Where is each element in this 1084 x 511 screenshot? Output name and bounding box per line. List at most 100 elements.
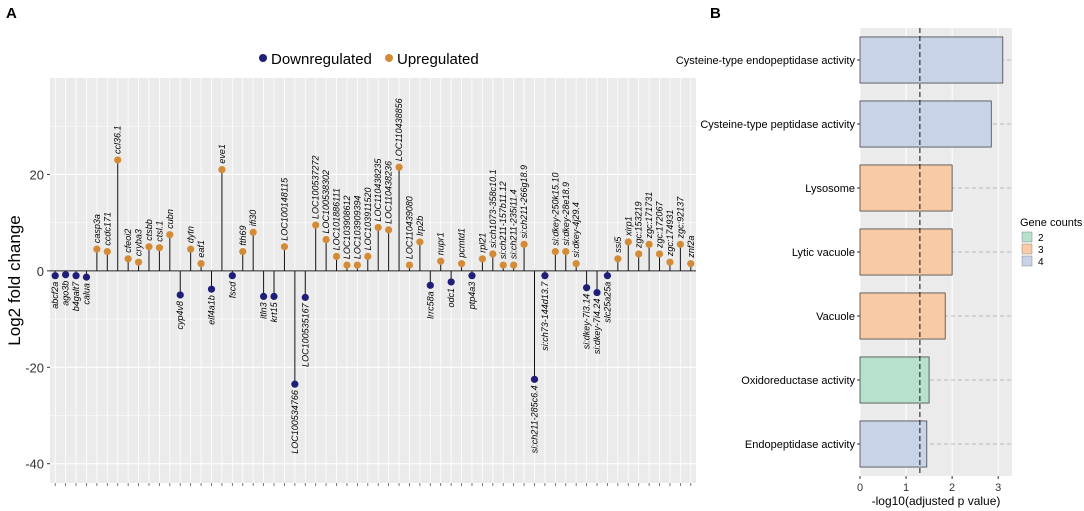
point-znf2a — [687, 260, 695, 268]
gene-label: xirp1 — [623, 216, 633, 237]
gene-label: zgc:153219 — [634, 201, 644, 249]
point-ptp4a3 — [468, 272, 476, 280]
gene-label: LOC100148115 — [279, 177, 289, 241]
bar-1 — [859, 100, 992, 148]
point-lrp2b — [416, 238, 424, 246]
point-si:dkey-28e18.9 — [562, 247, 570, 256]
gene-label: si:dkey-28e18.9 — [561, 182, 571, 246]
category-label: Vacuole — [816, 311, 855, 323]
panel-a-label: A — [6, 5, 17, 22]
point-xirp1 — [624, 238, 632, 246]
gene-label: eve1 — [217, 144, 227, 164]
point-abcf2a — [51, 272, 59, 280]
category-label: Lytic vacuole — [792, 247, 855, 259]
point-si:ch211-235i11.4 — [510, 261, 518, 269]
gene-label: lrp2b — [415, 216, 425, 236]
point-lrrc58a — [426, 281, 434, 289]
gene-label: eif4a1b — [207, 295, 217, 325]
gene-label: cryba3 — [134, 229, 144, 256]
point-zgc:92137 — [676, 240, 684, 248]
point-slc25a25a — [603, 272, 612, 280]
point-zgc:172067 — [655, 250, 664, 258]
gene-label: si:dkey-4j29.4 — [571, 202, 581, 258]
x-tick-label: 0 — [857, 482, 863, 494]
gene-label: si:ch211-285c6.4 — [530, 385, 540, 453]
point-nupr1 — [437, 257, 445, 265]
legend-swatch-down — [259, 54, 267, 62]
point-ifi30 — [249, 228, 257, 236]
point-odc1 — [447, 278, 455, 286]
gene-label: slc25a25a — [602, 282, 612, 323]
point-cubn — [166, 231, 174, 239]
point-LOC100537272 — [312, 221, 320, 229]
point-LOC100535167 — [301, 293, 309, 301]
gene-label: si:dkey-250k15.10 — [550, 173, 560, 246]
gene-label: LOC103911520 — [363, 188, 373, 251]
point-si:ch211-157b11.12 — [499, 261, 507, 269]
gene-label: ssi5 — [613, 236, 623, 253]
category-label: Lysosome — [805, 183, 855, 195]
legend-swatch-2 — [1021, 231, 1033, 243]
point-eve1 — [218, 166, 226, 174]
legend-label: 3 — [1038, 245, 1044, 256]
enrichment-bar-chart: Cysteine-type endopeptidase activity Cyst… — [676, 28, 1083, 508]
gene-label: LOC100538302 — [321, 170, 331, 234]
point-ccl36.1 — [114, 156, 122, 164]
gene-label: eaf1 — [196, 240, 206, 258]
gene-label: LOC100537272 — [311, 155, 321, 219]
point-LOC110439080 — [405, 261, 414, 269]
gene-label: zgc:172067 — [655, 200, 665, 249]
gene-label: fth69 — [238, 226, 248, 246]
category-label: Oxidoreductase activity — [741, 375, 855, 387]
gene-label: rpl21 — [477, 233, 487, 253]
gene-label: abcf2a — [50, 282, 60, 309]
gene-label: dytn — [186, 226, 196, 243]
y-tick-label: 20 — [30, 167, 44, 182]
gene-label: si:ch73-144d13.7 — [540, 281, 550, 351]
gene-label: si:ch211-235i11.4 — [509, 189, 519, 259]
x-axis-title: -log10(adjusted p value) — [872, 494, 1001, 508]
plot-panel — [50, 78, 696, 483]
gene-label: itln3 — [259, 302, 269, 319]
gene-label: LOC100534766 — [290, 390, 300, 454]
gene-label: fscd — [227, 281, 237, 299]
point-LOC103909394 — [353, 261, 361, 269]
point-si:dkey-7i4.24 — [593, 288, 601, 297]
point-ctsbb — [145, 243, 153, 251]
point-zgc:153219 — [635, 250, 643, 258]
point-LOC100534766 — [291, 380, 299, 388]
point-LOC101886111 — [332, 252, 341, 260]
point-krt15 — [270, 292, 278, 301]
point-fscd — [228, 272, 236, 280]
point-pcmtd1 — [457, 260, 466, 268]
point-cfeoi2 — [124, 255, 132, 263]
legend-swatch-4 — [1021, 255, 1033, 267]
point-si:ch73-144d13.7 — [541, 272, 549, 280]
gene-label: calua — [81, 283, 91, 305]
gene-label: znf2a — [686, 236, 696, 259]
gene-label: ago3b — [61, 281, 71, 306]
point-dytn — [187, 245, 195, 253]
point-si:ch1073-358c10.1 — [489, 250, 497, 258]
point-LOC110438856 — [395, 163, 403, 171]
gene-label: ctsbb — [144, 219, 154, 241]
gene-label: zgc:171731 — [644, 192, 654, 240]
point-si:dkey-7i3.14 — [582, 284, 591, 292]
lollipop-chart: -40 -20 0 20 Log2 fold change abcf2a ago3b b4ga… — [5, 51, 696, 486]
point-ago3b — [62, 271, 70, 279]
point-eif4a1b — [207, 285, 216, 293]
gene-label: lrrc58a — [425, 291, 435, 319]
gene-label: LOC110439080 — [404, 196, 414, 259]
point-eaf1 — [197, 260, 205, 268]
point-zgc:174931 — [666, 258, 674, 266]
gene-label: LOC101886111 — [332, 188, 342, 250]
legend-label-down: Downregulated — [271, 51, 372, 68]
bar-6 — [859, 420, 928, 468]
point-rpl21 — [478, 255, 487, 263]
category-label: Cysteine-type peptidase activity — [700, 119, 855, 131]
gene-label: LOC110438236 — [384, 161, 394, 224]
point-zgc:171731 — [645, 240, 653, 248]
bar-3 — [859, 228, 953, 276]
gene-label: si:dkey-7i4.24 — [592, 299, 602, 355]
gene-label: si:ch1073-358c10.1 — [488, 169, 498, 248]
